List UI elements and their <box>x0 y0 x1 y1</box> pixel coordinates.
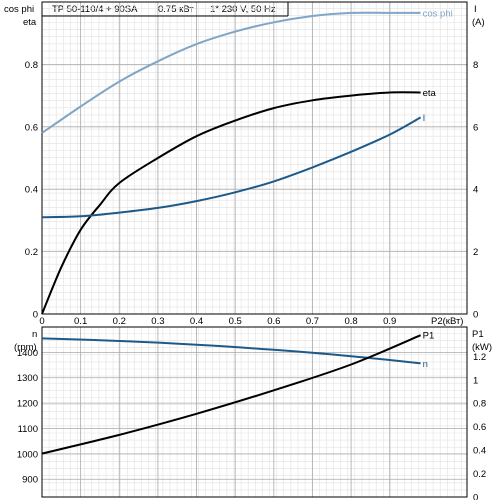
left-tick-label: 0.6 <box>25 122 38 133</box>
right-tick-label: 0 <box>473 310 478 321</box>
header-power: 0.75 кВт <box>158 4 194 15</box>
right-tick-label: 2 <box>473 247 478 258</box>
x-tick-label: 0.9 <box>383 316 396 327</box>
right-tick-label: 6 <box>473 122 478 133</box>
top-panel-grid <box>41 2 467 315</box>
left-tick-label: 1400 <box>17 348 38 359</box>
x-tick-label: 0 <box>39 316 44 327</box>
top-panel-frame <box>41 1 468 315</box>
right-tick-label: 0 <box>473 493 478 500</box>
right-tick-label: 0.4 <box>473 446 486 457</box>
bottom-panel-series: n P1 <box>41 331 435 455</box>
x-tick-label: 0.2 <box>113 316 126 327</box>
top-right-axis-ticks: 0 2 4 6 8 <box>473 60 478 321</box>
series-i-line <box>41 116 422 219</box>
left-tick-label: 0.8 <box>25 60 38 71</box>
right-tick-label: 8 <box>473 60 478 71</box>
right-tick-label: 1.2 <box>473 352 486 363</box>
header-title: TP 50-110/4 + 90SA <box>52 4 138 15</box>
bottom-left-axis-label-second: (rpm) <box>14 342 37 353</box>
top-right-axis-label-second: (A) <box>472 17 485 28</box>
left-tick-label: 1100 <box>18 424 38 435</box>
right-tick-label: 0.8 <box>473 399 486 410</box>
top-left-axis-ticks: 0 0.2 0.4 0.6 0.8 <box>25 60 38 321</box>
left-tick-label: 0 <box>33 310 38 321</box>
series-cos-phi-label: cos phi <box>423 8 453 19</box>
bottom-left-axis-ticks: 900 1000 1100 1200 1300 1400 <box>17 348 38 486</box>
top-left-axis-label: cos phi <box>4 4 34 15</box>
x-tick-label: 0.7 <box>306 316 319 327</box>
x-tick-label: 0.4 <box>190 316 203 327</box>
left-tick-label: 1000 <box>17 449 38 460</box>
top-right-axis-label: I <box>474 4 477 15</box>
right-tick-label: 0.6 <box>473 422 486 433</box>
bottom-right-axis-label-second: (kW) <box>472 342 492 353</box>
x-tick-label: 0.1 <box>74 316 87 327</box>
left-tick-label: 0.4 <box>25 185 38 196</box>
top-left-axis-label-second: eta <box>23 17 37 28</box>
left-tick-label: 900 <box>22 475 38 486</box>
bottom-right-axis-label: P1 <box>472 329 484 340</box>
header-supply: 1* 230 V, 50 Hz <box>210 4 276 15</box>
x-tick-label: 0.5 <box>229 316 242 327</box>
x-tick-label: 0.3 <box>151 316 164 327</box>
series-eta-label: eta <box>423 88 437 99</box>
x-tick-label: 0.8 <box>344 316 357 327</box>
series-i-label: I <box>423 113 426 124</box>
x-tick-label: 0.6 <box>267 316 280 327</box>
bottom-panel-grid <box>41 327 467 497</box>
series-p1-label: P1 <box>423 331 435 342</box>
left-tick-label: 1300 <box>17 373 38 384</box>
series-cos-phi-line <box>41 11 421 134</box>
series-n-line <box>41 337 421 365</box>
bottom-panel-frame <box>41 326 468 498</box>
left-tick-label: 0.2 <box>25 247 38 258</box>
right-tick-label: 1 <box>473 375 478 386</box>
x-axis-ticks: 0 0.1 0.2 0.3 0.4 0.5 0.6 0.7 0.8 0.9 <box>39 316 396 327</box>
bottom-left-axis-label: n <box>32 329 37 340</box>
right-tick-label: 0.2 <box>473 469 486 480</box>
right-tick-label: 4 <box>473 185 478 196</box>
series-eta-line <box>41 91 421 315</box>
series-p1-line <box>41 334 421 455</box>
left-tick-label: 1200 <box>17 399 38 410</box>
bottom-right-axis-ticks: 0 0.2 0.4 0.6 0.8 1 1.2 <box>473 352 486 500</box>
x-axis-label: P2(кВт) <box>431 316 463 327</box>
top-panel-series: cos phi eta I <box>41 8 453 315</box>
series-n-label: n <box>423 359 428 370</box>
